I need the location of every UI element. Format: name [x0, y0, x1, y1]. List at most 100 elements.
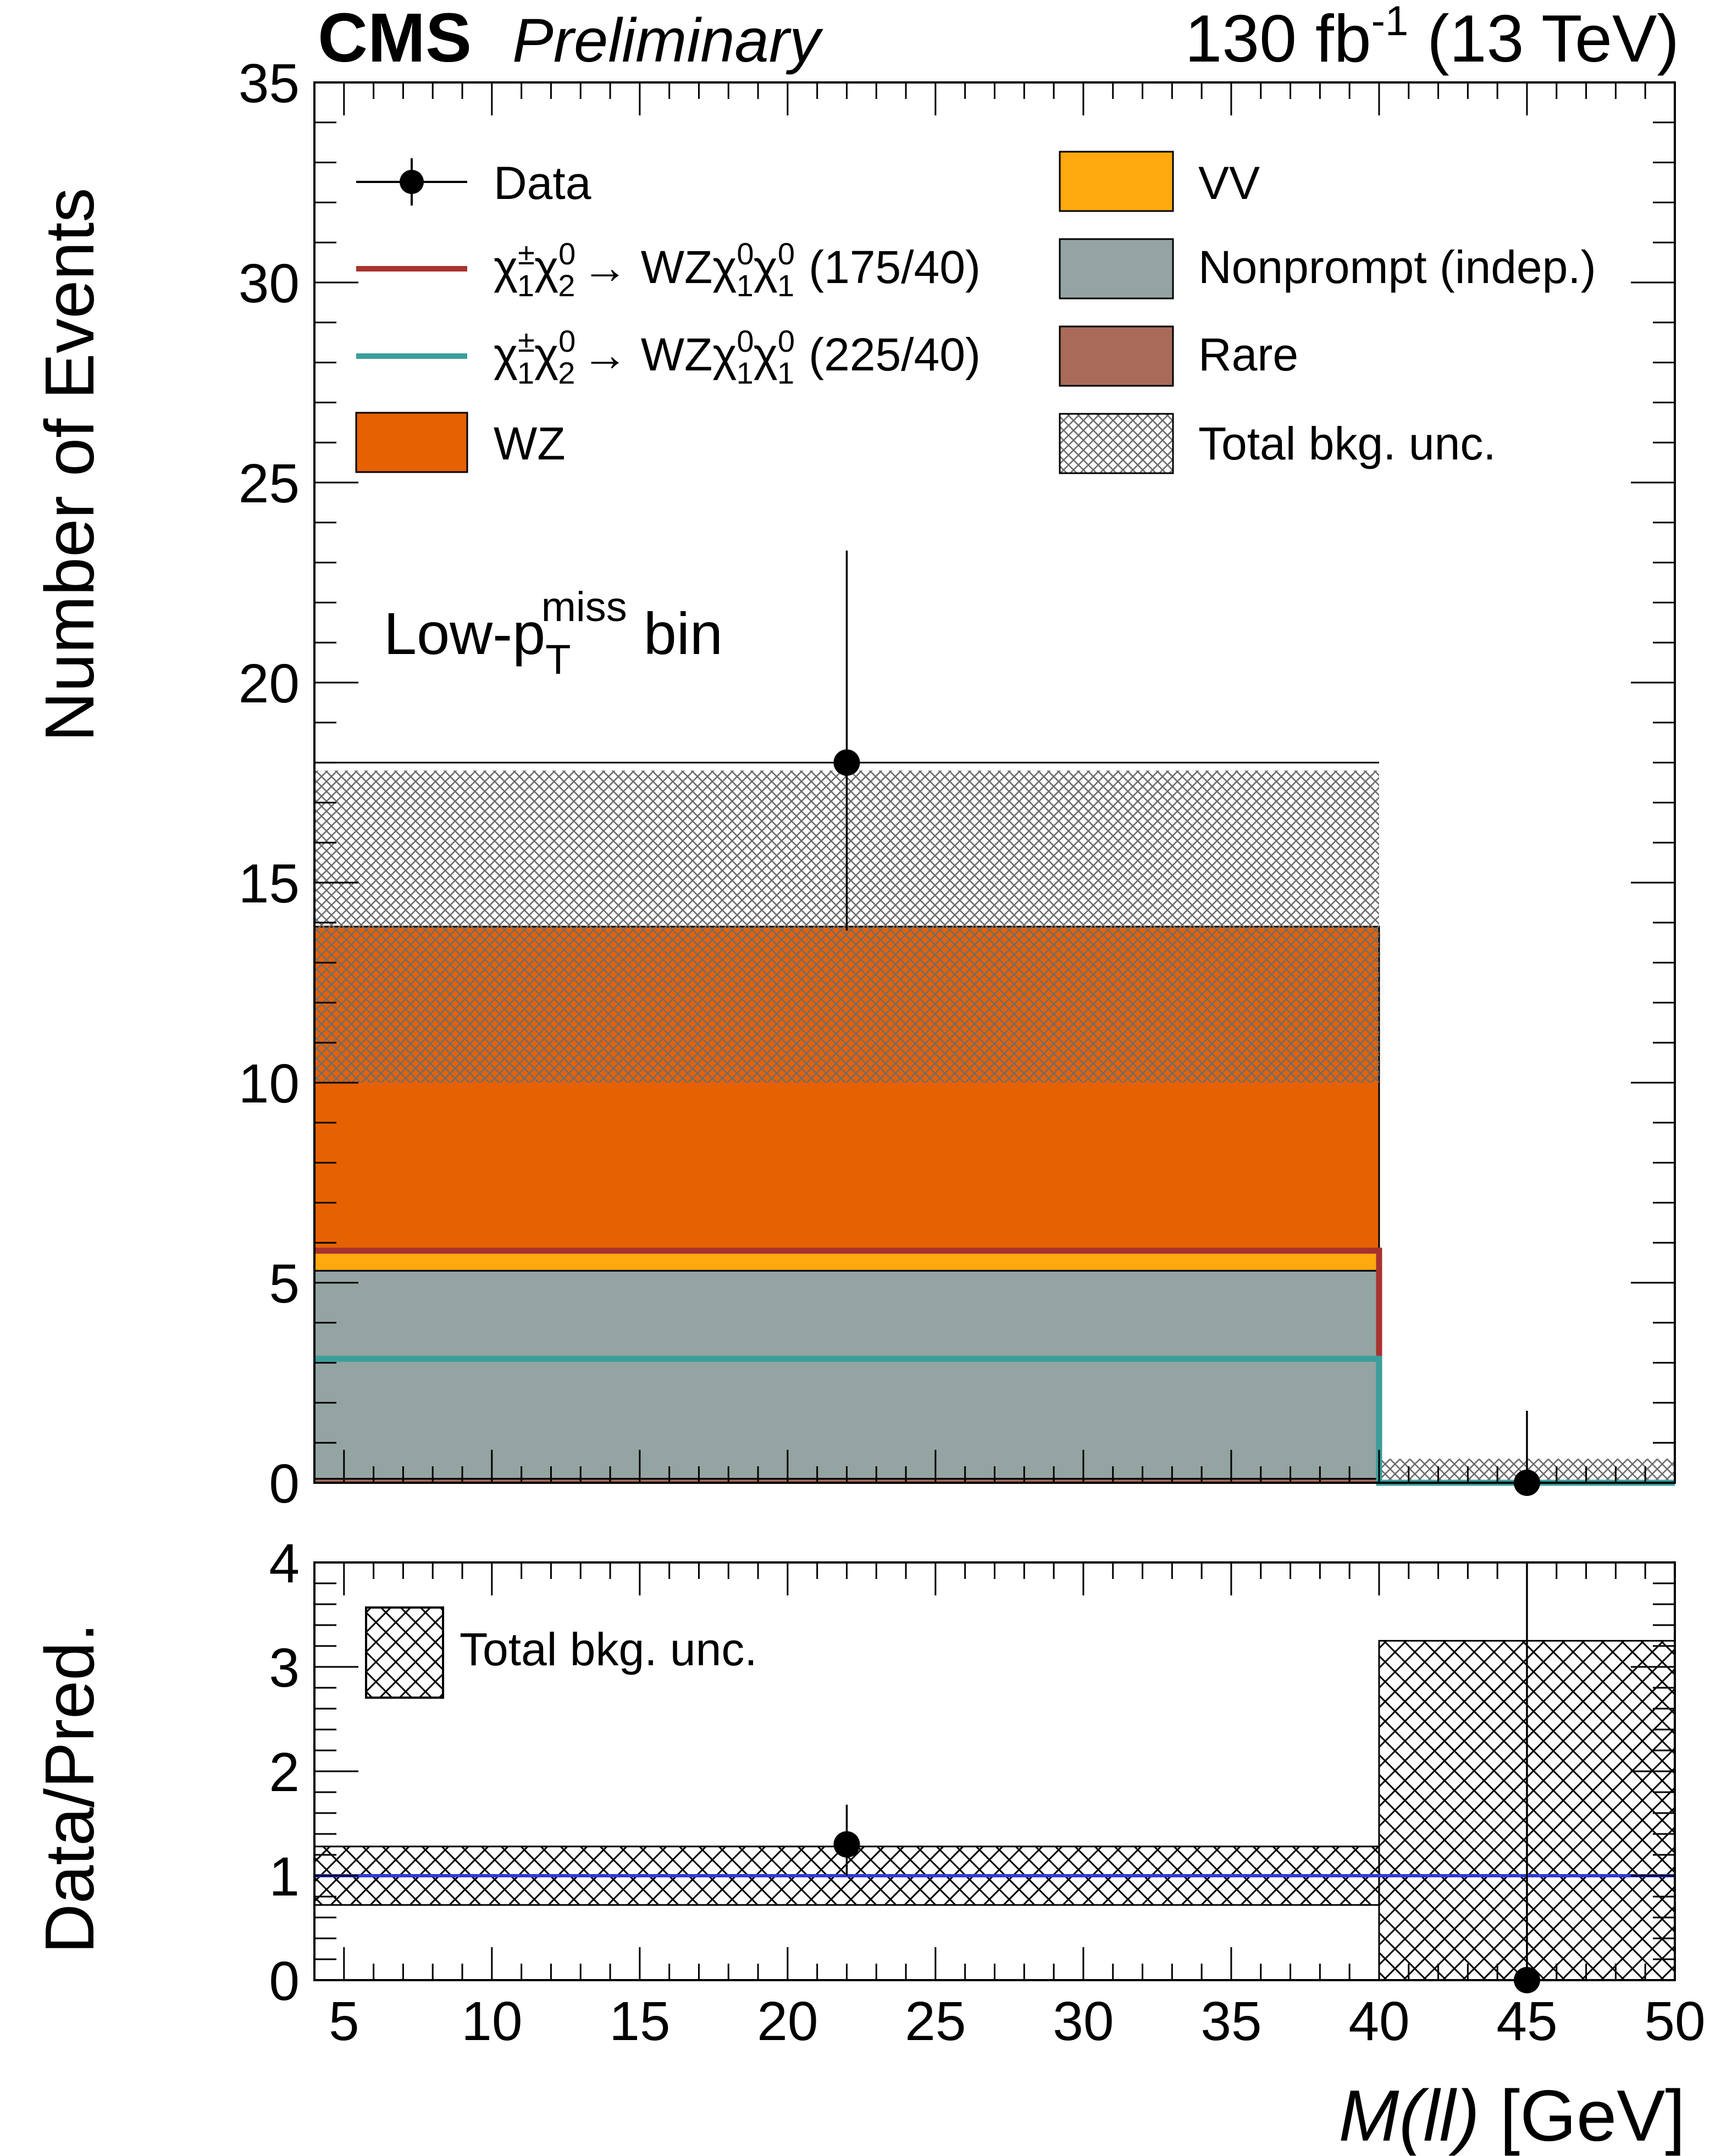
legend-data-label: Data [494, 157, 591, 209]
x-axis-title-var: M(ll) [1338, 2075, 1480, 2156]
energy-label: (13 TeV) [1408, 1, 1679, 76]
legend-entry-data: Data [356, 157, 591, 209]
x-axis-title: M(ll) [GeV] [1338, 2075, 1685, 2156]
main-y-tick-label: 35 [239, 53, 300, 114]
legend-nonprompt-swatch [1059, 238, 1174, 300]
main-y-tick-label: 25 [239, 453, 300, 514]
lumi-exponent: -1 [1371, 0, 1409, 45]
sig175-0c: 0 [778, 236, 795, 271]
ratio-y-tick-label: 1 [269, 1846, 300, 1908]
legend-rare-label: Rare [1198, 329, 1298, 380]
main-y-tick-label: 10 [239, 1053, 300, 1115]
main-y-tick-labels: 0 5 10 15 20 25 30 35 [239, 53, 300, 1515]
sig225-chi-c: χ [712, 329, 737, 380]
sig225-0b: 0 [737, 324, 754, 358]
legend-entry-nonprompt: Nonprompt (indep.) [1059, 238, 1596, 300]
ratio-points [833, 1562, 1540, 1993]
x-axis-title-unit: [GeV] [1480, 2075, 1685, 2156]
ratio-y-tick-label: 3 [269, 1637, 300, 1699]
main-y-tick-label: 30 [239, 253, 300, 314]
cms-label: CMS [318, 0, 472, 76]
x-tick-label: 15 [609, 1991, 670, 2052]
ratio-ticks [314, 1561, 1676, 1981]
sig225-0a: 0 [558, 324, 576, 358]
sig175-arrow: → WZ [582, 241, 712, 293]
sig225-0c: 0 [778, 324, 795, 358]
x-tick-label: 5 [329, 1991, 359, 2052]
legend-vv-swatch [1059, 151, 1174, 212]
main-y-tick-label: 20 [239, 653, 300, 714]
sig225-1a: 1 [517, 356, 534, 390]
sig225-arrow: → WZ [582, 329, 712, 380]
main-y-axis-title: Number of Events [31, 188, 108, 742]
sig175-2: 2 [558, 268, 575, 303]
sig175-pm: ± [518, 236, 535, 271]
x-tick-label: 10 [461, 1991, 522, 2052]
region-label-sub: T [545, 636, 571, 683]
sig225-chi-d: χ [754, 329, 778, 380]
x-tick-label: 30 [1053, 1991, 1114, 2052]
legend-entry-unc: Total bkg. unc. [1059, 413, 1496, 474]
sig175-chi-a: χ [494, 241, 518, 293]
sig175-1a: 1 [517, 268, 534, 303]
ratio-legend-label: Total bkg. unc. [460, 1623, 757, 1675]
main-ticks [314, 81, 1676, 1484]
sig225-1b: 1 [737, 356, 754, 390]
legend-entry-wz: WZ [355, 412, 566, 473]
lumi-value: 130 fb [1185, 1, 1371, 76]
legend-entry-signal-225: χ± 1χ0 2 → WZχ0 1χ0 1 (225/40) [356, 324, 981, 390]
x-tick-label: 45 [1496, 1991, 1557, 2052]
main-y-tick-label: 0 [269, 1453, 300, 1515]
ratio-y-tick-labels: 0 1 2 3 4 [269, 1533, 300, 2012]
sig175-chi-b: χ [534, 241, 558, 293]
legend-signal-225-label: χ± 1χ0 2 → WZχ0 1χ0 1 (225/40) [494, 324, 981, 390]
legend-signal-175-label: χ± 1χ0 2 → WZχ0 1χ0 1 (175/40) [494, 236, 981, 303]
sig225-chi-b: χ [534, 329, 558, 380]
ratio-y-tick-label: 4 [269, 1533, 300, 1594]
x-tick-label: 40 [1348, 1991, 1409, 2052]
legend-vv-label: VV [1198, 157, 1260, 209]
ratio-panel: 0 1 2 3 4 5 10 15 20 25 30 35 40 45 50 Data/Pred. M(l… [31, 1533, 1706, 2156]
region-label: Low-pTmiss bin [384, 584, 723, 683]
x-tick-label: 50 [1644, 1991, 1705, 2052]
legend-wz-label: WZ [494, 418, 566, 469]
legend-unc-swatch [1059, 413, 1174, 474]
region-label-suffix: bin [627, 600, 723, 667]
legend-data-marker [400, 170, 424, 194]
legend-nonprompt-label: Nonprompt (indep.) [1198, 241, 1596, 293]
x-tick-labels: 5 10 15 20 25 30 35 40 45 50 [329, 1991, 1706, 2052]
sig175-0a: 0 [558, 236, 576, 271]
ratio-legend: Total bkg. unc. [365, 1606, 757, 1699]
data-point-0 [833, 749, 860, 776]
lumi-label: 130 fb-1 (13 TeV) [1185, 0, 1679, 76]
sig225-chi-a: χ [494, 329, 518, 380]
legend-unc-label: Total bkg. unc. [1198, 418, 1496, 469]
sig175-1c: 1 [777, 268, 794, 303]
legend-wz-swatch [355, 412, 468, 473]
legend-entry-rare: Rare [1059, 325, 1298, 387]
region-label-prefix: Low-p [384, 600, 545, 667]
stack-bar-nonprompt-bin0 [313, 1270, 1380, 1480]
region-label-sup: miss [541, 584, 627, 630]
ratio-legend-swatch [365, 1606, 444, 1699]
sig225-1c: 1 [777, 356, 794, 390]
x-tick-label: 20 [757, 1991, 818, 2052]
sig175-1b: 1 [737, 268, 754, 303]
sig175-chi-c: χ [712, 241, 737, 293]
sig225-2: 2 [558, 356, 575, 390]
ratio-y-tick-label: 0 [269, 1950, 300, 2012]
ratio-y-tick-label: 2 [269, 1742, 300, 1803]
ratio-unc-band [313, 1640, 1676, 1981]
main-y-tick-label: 15 [239, 853, 300, 915]
sig225-mass: (225/40) [809, 329, 981, 380]
ratio-point-0 [833, 1831, 860, 1858]
sig175-chi-d: χ [754, 241, 778, 293]
legend-rare-swatch [1059, 325, 1174, 387]
legend-entry-signal-175: χ± 1χ0 2 → WZχ0 1χ0 1 (175/40) [356, 236, 981, 303]
main-y-tick-label: 5 [269, 1253, 300, 1315]
sig175-0b: 0 [737, 236, 754, 271]
main-legend: Data χ± 1χ0 2 → WZχ0 1χ0 1 (175/40) χ± 1χ0 2 → WZ… [355, 151, 1596, 474]
x-tick-label: 35 [1200, 1991, 1261, 2052]
